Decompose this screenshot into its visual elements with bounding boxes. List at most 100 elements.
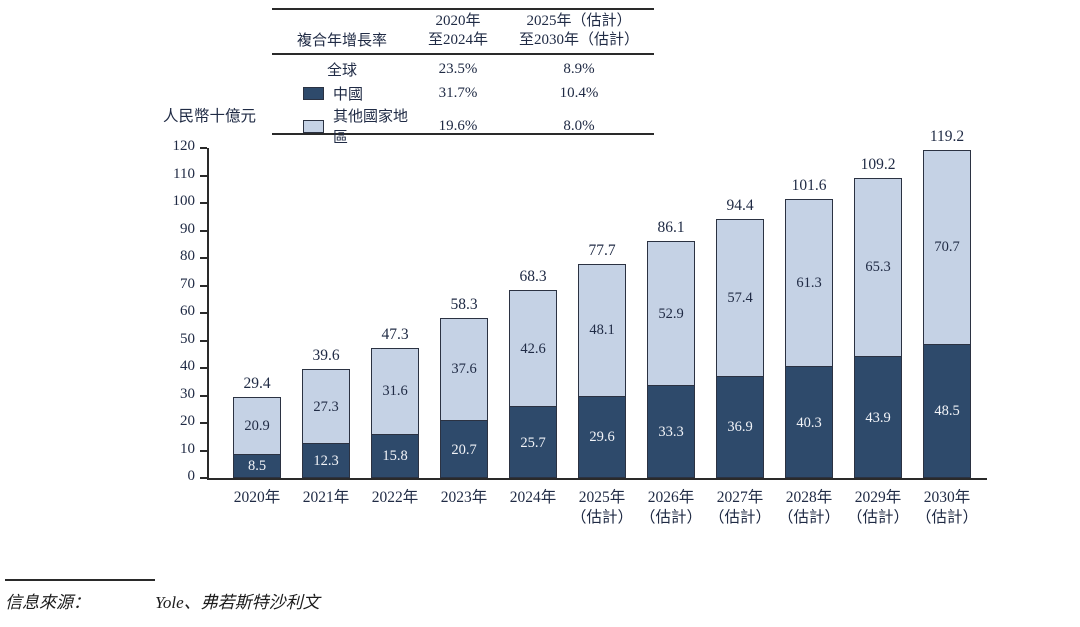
cagr-header-period1-line1: 2020年 bbox=[435, 13, 481, 29]
total-value-label: 68.3 bbox=[519, 268, 547, 286]
bar-2020年: 20.9 8.5 29.4 bbox=[233, 375, 281, 478]
total-value-label: 77.7 bbox=[588, 242, 616, 260]
bar-2030年（估計）: 70.7 48.5 119.2 bbox=[923, 128, 971, 478]
others-value-label: 27.3 bbox=[313, 398, 339, 415]
bar-2027年（估計）: 57.4 36.9 94.4 bbox=[716, 197, 764, 478]
x-tick-line-1: 2023年 bbox=[440, 489, 488, 506]
total-value-label: 109.2 bbox=[860, 155, 896, 173]
cagr-table: 複合年增長率 2020年 至2024年 2025年（估計） 至2030年（估計）… bbox=[272, 8, 654, 146]
bar-segment-china bbox=[786, 366, 832, 477]
others-value-label: 42.6 bbox=[520, 340, 546, 357]
bar-segment-china bbox=[441, 420, 487, 477]
x-tick-line-1: 2028年 bbox=[785, 489, 833, 506]
y-tick-100 bbox=[200, 202, 207, 204]
total-value-label: 29.4 bbox=[243, 375, 271, 393]
others-legend-swatch-icon bbox=[303, 119, 324, 133]
y-tick-label-10: 10 bbox=[180, 440, 195, 457]
bar-segment-china bbox=[579, 395, 625, 477]
x-tick-label-0: 2020年 bbox=[234, 488, 281, 508]
x-tick-label-2: 2022年 bbox=[372, 488, 419, 508]
cagr-row-others-name: 其他國家地區 bbox=[272, 105, 412, 147]
cagr-header-period2-line1: 2025年（估計） bbox=[526, 13, 632, 29]
bar-2024年: 42.6 25.7 68.3 bbox=[509, 268, 557, 478]
y-tick-90 bbox=[200, 229, 207, 232]
total-value-label: 47.3 bbox=[381, 325, 409, 343]
x-tick-line-1: 2024年 bbox=[509, 489, 557, 506]
y-tick-50 bbox=[200, 339, 207, 342]
y-tick-80 bbox=[200, 257, 207, 259]
china-value-label: 20.7 bbox=[451, 441, 477, 458]
y-tick-label-100: 100 bbox=[172, 193, 196, 209]
y-tick-label-40: 40 bbox=[180, 358, 195, 374]
cagr-row-global: 全球 23.5% 8.9% bbox=[272, 57, 654, 81]
bar-2029年（估計）: 65.3 43.9 109.2 bbox=[854, 156, 902, 478]
y-tick-label-30: 30 bbox=[180, 385, 195, 402]
china-value-label: 40.3 bbox=[796, 414, 822, 431]
y-tick-10 bbox=[200, 449, 207, 452]
bar-2023年: 37.6 20.7 58.3 bbox=[440, 296, 488, 478]
y-tick-label-110: 110 bbox=[173, 165, 195, 182]
others-value-label: 65.3 bbox=[865, 259, 891, 276]
cagr-row-others-label: 其他國家地區 bbox=[333, 109, 409, 146]
bar-2021年: 27.3 12.3 39.6 bbox=[302, 347, 350, 478]
source-value: Yole、弗若斯特沙利文 bbox=[155, 593, 320, 612]
y-tick-label-60: 60 bbox=[180, 303, 195, 319]
cagr-header-metric: 複合年增長率 bbox=[296, 33, 387, 49]
total-value-label: 94.4 bbox=[726, 196, 754, 214]
x-tick-label-7: 2027年 （估計） bbox=[709, 488, 771, 528]
total-value-label: 86.1 bbox=[657, 218, 685, 236]
others-value-label: 52.9 bbox=[658, 305, 684, 322]
others-value-label: 20.9 bbox=[244, 417, 270, 434]
bar-segment-china bbox=[855, 356, 901, 477]
bar-segment-china bbox=[924, 343, 970, 477]
x-tick-line-2: （估計） bbox=[639, 509, 703, 526]
cagr-global-2025-2030: 8.9% bbox=[563, 60, 595, 77]
china-legend-swatch-icon bbox=[303, 86, 324, 100]
cagr-row-global-name: 全球 bbox=[272, 59, 412, 80]
cagr-row-china-label: 中國 bbox=[333, 86, 364, 103]
y-axis-unit-label: 人民幣十億元 bbox=[163, 108, 257, 125]
bar-segment-china bbox=[234, 453, 280, 477]
x-tick-label-10: 2030年 （估計） bbox=[916, 488, 978, 528]
total-value-label: 39.6 bbox=[312, 347, 340, 365]
y-tick-60 bbox=[200, 312, 207, 314]
y-tick-0 bbox=[200, 477, 207, 479]
china-value-label: 36.9 bbox=[727, 419, 753, 436]
x-tick-line-1: 2026年 bbox=[647, 489, 695, 506]
y-tick-label-50: 50 bbox=[180, 330, 195, 347]
x-tick-line-2: （估計） bbox=[846, 509, 910, 526]
x-tick-line-1: 2021年 bbox=[302, 489, 350, 506]
y-tick-30 bbox=[200, 394, 207, 397]
others-value-label: 31.6 bbox=[382, 383, 408, 400]
bar-2022年: 31.6 15.8 47.3 bbox=[371, 326, 419, 478]
y-tick-label-90: 90 bbox=[180, 220, 195, 237]
y-tick-label-70: 70 bbox=[180, 275, 195, 292]
cagr-china-2020-2024: 31.7% bbox=[438, 84, 478, 101]
others-value-label: 70.7 bbox=[934, 239, 960, 256]
x-tick-label-5: 2025年 （估計） bbox=[571, 488, 633, 528]
cagr-global-2020-2024: 23.5% bbox=[438, 60, 478, 77]
china-value-label: 12.3 bbox=[313, 453, 339, 470]
y-tick-40 bbox=[200, 367, 207, 369]
bar-segment-china bbox=[648, 385, 694, 477]
y-tick-label-20: 20 bbox=[180, 413, 195, 429]
y-tick-120 bbox=[200, 147, 207, 149]
bar-2028年（估計）: 61.3 40.3 101.6 bbox=[785, 177, 833, 478]
y-tick-label-0: 0 bbox=[187, 468, 196, 484]
total-value-label: 58.3 bbox=[450, 295, 478, 313]
china-value-label: 8.5 bbox=[247, 458, 267, 475]
others-value-label: 37.6 bbox=[451, 361, 477, 378]
bar-segment-china bbox=[510, 406, 556, 477]
x-tick-line-2: （估計） bbox=[915, 509, 979, 526]
bar-segment-china bbox=[717, 375, 763, 477]
bar-segment-china bbox=[372, 433, 418, 477]
x-tick-label-4: 2024年 bbox=[510, 488, 557, 508]
y-tick-label-120: 120 bbox=[172, 138, 196, 154]
x-tick-line-1: 2022年 bbox=[371, 489, 419, 506]
x-tick-line-1: 2030年 bbox=[923, 489, 971, 506]
cagr-row-china: 中國 31.7% 10.4% bbox=[272, 81, 654, 105]
cagr-row-others: 其他國家地區 19.6% 8.0% bbox=[272, 105, 654, 146]
cagr-row-global-label: 全球 bbox=[326, 62, 357, 79]
x-tick-line-2: （估計） bbox=[777, 509, 841, 526]
